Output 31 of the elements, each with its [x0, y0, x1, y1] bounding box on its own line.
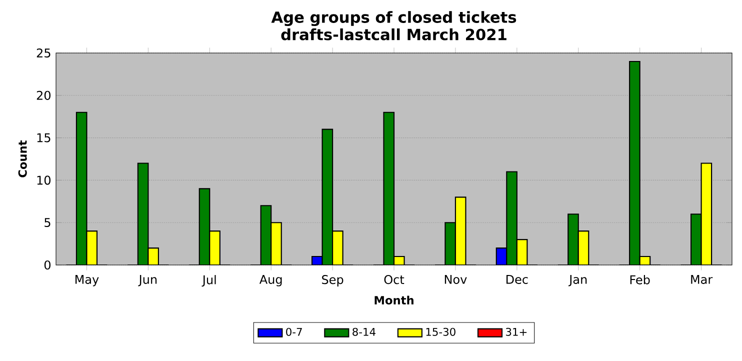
bar: [209, 230, 220, 265]
x-tick-label: Jun: [138, 275, 157, 286]
bar: [270, 222, 282, 265]
x-tick-label: Sep: [322, 275, 344, 286]
x-tick-label: Feb: [630, 275, 650, 284]
legend-label: 8-14: [352, 328, 376, 336]
y-tick-label: 0: [44, 260, 50, 270]
x-tick-label: Aug: [259, 275, 282, 286]
bar: [506, 171, 518, 265]
bar: [629, 60, 640, 265]
legend-label: 0-7: [286, 328, 302, 336]
legend-label: 31+: [506, 328, 527, 336]
bar: [444, 222, 456, 265]
y-tick-label: 10: [37, 176, 50, 185]
y-tick-label: 20: [36, 90, 50, 100]
x-tick-label: Jan: [568, 275, 587, 286]
x-tick-label: Oct: [384, 275, 404, 284]
x-tick-label: Dec: [506, 275, 528, 284]
y-tick-label: 25: [36, 48, 50, 58]
bar: [332, 231, 343, 265]
y-tick-label: 15: [37, 133, 50, 142]
y-axis-title: Count: [18, 140, 27, 178]
chart-title: Age groups of closed tickets drafts-lastcall March 2021: [271, 11, 516, 40]
x-axis-title: Month: [374, 296, 414, 304]
x-tick-label: Nov: [444, 275, 467, 284]
x-tick-label: May: [75, 275, 99, 286]
x-tick-label: Jul: [202, 275, 216, 287]
legend-label: 15-30: [426, 328, 456, 336]
y-tick-label: 5: [44, 218, 50, 228]
bar: [568, 214, 579, 265]
x-tick-label: Mar: [691, 275, 713, 284]
